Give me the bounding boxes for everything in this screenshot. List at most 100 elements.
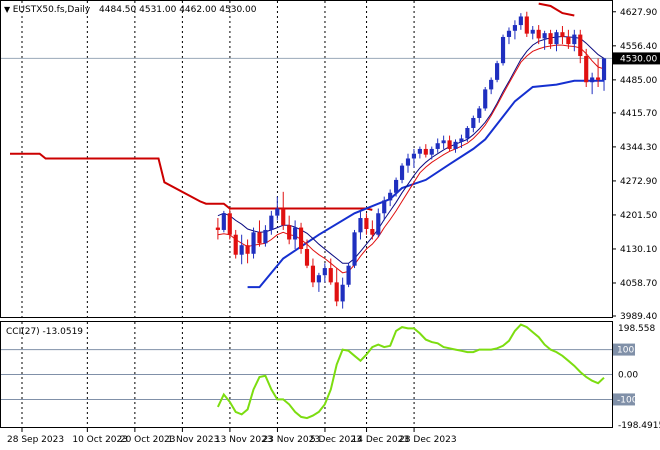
current-price-marker	[613, 52, 660, 65]
candle	[358, 210, 363, 240]
candle-body	[536, 29, 541, 39]
candle	[316, 272, 321, 292]
candle-body	[584, 56, 589, 83]
candle-body	[447, 140, 452, 149]
candle	[346, 263, 351, 288]
candle	[566, 29, 571, 49]
candle-body	[239, 245, 244, 255]
candle	[554, 29, 559, 52]
cci-axis-tick-label: 0.00	[618, 371, 638, 381]
chart-symbol-header: ▼ EUSTX50.fs,Daily 4484.50 4531.00 4462.…	[4, 5, 257, 15]
time-axis-label: 20 Oct 2023	[120, 435, 176, 445]
symbol-label: EUSTX50.fs,Daily	[13, 5, 91, 15]
candle-body	[322, 268, 327, 276]
candle	[423, 144, 428, 158]
candle	[245, 239, 250, 264]
candle-body	[453, 141, 458, 149]
cci-axis-tick-label: -198.4915	[618, 421, 660, 431]
candle-body	[269, 215, 274, 230]
candles	[215, 11, 607, 309]
candle-body	[566, 36, 571, 45]
candle	[548, 29, 553, 49]
candle-body	[334, 282, 339, 302]
candle	[471, 115, 476, 133]
candle	[512, 20, 517, 40]
candle	[601, 57, 607, 91]
candle	[483, 87, 488, 111]
candle	[394, 177, 399, 197]
candle	[506, 27, 512, 45]
candle-body	[483, 89, 488, 109]
candle-body	[596, 77, 601, 80]
time-axis-label: 14 Dec 2023	[352, 435, 410, 445]
candle-body	[328, 268, 333, 283]
cci-axis-tick-label: 198.558	[618, 324, 655, 334]
candle-body	[340, 284, 345, 302]
candle-body	[512, 25, 517, 31]
price-axis-tick-label: 4272.90	[620, 177, 657, 187]
candle-body	[506, 30, 512, 37]
candle	[399, 163, 405, 184]
candle-body	[233, 234, 238, 255]
candle	[287, 215, 292, 245]
candle-body	[477, 108, 482, 118]
candle-body	[405, 158, 411, 166]
candle	[465, 126, 470, 142]
candle-body	[263, 229, 268, 244]
candle	[405, 153, 411, 173]
candle-body	[251, 232, 256, 254]
candle-body	[221, 213, 226, 230]
candle	[352, 229, 357, 269]
candle-body	[495, 63, 500, 80]
candle-body	[441, 140, 446, 144]
candle	[411, 148, 417, 169]
slow-moving-average-line	[217, 35, 605, 264]
candle	[239, 234, 244, 265]
candle	[459, 134, 464, 148]
candle	[489, 77, 494, 95]
price-axis-tick-label: 4415.70	[620, 109, 657, 119]
cci-axis: 198.558 100 0.00 -100 -198.4915	[613, 324, 660, 431]
candle	[251, 227, 256, 259]
candle-body	[293, 227, 298, 240]
price-axis: 4627.90 4556.40 4485.00 4415.70 4344.30 4272.…	[612, 8, 660, 322]
price-axis-tick-label: 4485.00	[620, 76, 657, 86]
candle-body	[518, 16, 523, 26]
candle	[304, 239, 310, 269]
candle-body	[370, 228, 375, 235]
candle	[298, 222, 304, 254]
candle-body	[554, 32, 559, 45]
candle	[263, 225, 268, 247]
candle-body	[316, 275, 321, 283]
cci-level-marker	[613, 393, 635, 406]
candle	[590, 72, 595, 95]
candle-body	[489, 79, 494, 90]
time-axis-label: 23 Nov 2023	[262, 435, 320, 445]
candle	[584, 48, 589, 88]
candle	[542, 30, 547, 50]
candle-body	[275, 208, 280, 216]
ohlc-readout: 4484.50 4531.00 4462.00 4530.00	[99, 5, 257, 15]
current-price-label: 4530.00	[620, 54, 657, 64]
symbol-icon: ▼	[4, 5, 13, 14]
candle-body	[500, 36, 506, 64]
candle	[435, 138, 440, 153]
candle	[370, 220, 375, 240]
candle-body	[304, 249, 310, 266]
candle	[257, 220, 262, 247]
candle-body	[358, 218, 363, 233]
candle-body	[578, 34, 583, 57]
candle	[495, 60, 500, 83]
candle	[429, 146, 434, 160]
candle	[215, 218, 220, 240]
candle-body	[352, 232, 357, 266]
candle	[340, 277, 345, 309]
candle-body	[417, 148, 422, 154]
candle	[596, 58, 601, 88]
time-axis-label: 28 Dec 2023	[399, 435, 457, 445]
candle	[275, 196, 280, 221]
time-axis-label: 28 Sep 2023	[7, 435, 64, 445]
candle-body	[459, 138, 464, 142]
